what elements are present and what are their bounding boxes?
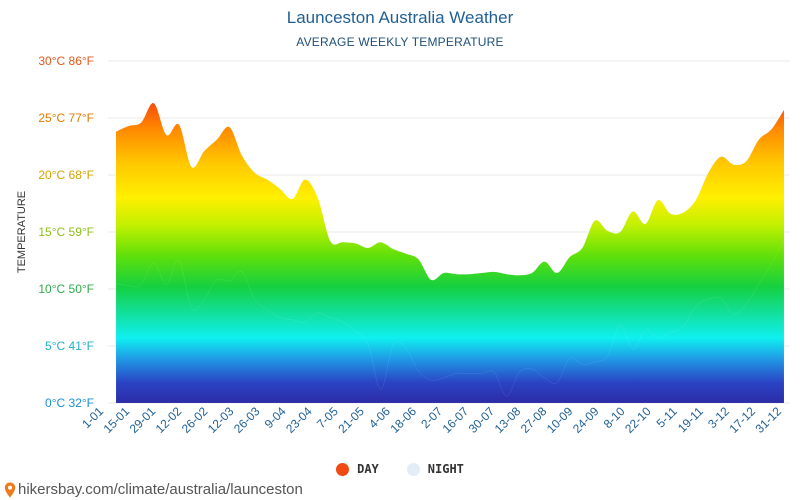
x-tick-label: 30-07 bbox=[466, 404, 498, 436]
y-tick-label: 10°C 50°F bbox=[38, 282, 94, 296]
x-tick-label: 26-02 bbox=[179, 404, 211, 436]
y-tick-label: 25°C 77°F bbox=[38, 111, 94, 125]
x-tick-label: 15-01 bbox=[101, 404, 133, 436]
chart-title: Launceston Australia Weather bbox=[286, 8, 514, 27]
source-text[interactable]: hikersbay.com/climate/australia/launcest… bbox=[18, 481, 303, 498]
legend-label-night: NIGHT bbox=[427, 462, 464, 476]
x-tick-label: 22-10 bbox=[622, 404, 654, 436]
x-tick-label: 31-12 bbox=[753, 404, 785, 436]
y-axis-label: TEMPERATURE bbox=[16, 191, 28, 273]
source-link[interactable]: hikersbay.com/climate/australia/launcest… bbox=[4, 481, 303, 498]
x-tick-label: 21-05 bbox=[335, 404, 367, 436]
plot-area bbox=[115, 103, 785, 404]
legend-item-day[interactable]: DAY bbox=[336, 462, 379, 476]
map-pin-icon bbox=[4, 482, 16, 497]
legend-item-night[interactable]: NIGHT bbox=[406, 462, 464, 476]
weather-chart: 0°C 32°F 5°C 41°F 10°C 50°F 15°C 59°F 20°C 6… bbox=[16, 54, 790, 436]
x-tick-label: 29-01 bbox=[127, 404, 159, 436]
x-tick-label: 19-11 bbox=[675, 404, 706, 435]
chart-subtitle: AVERAGE WEEKLY TEMPERATURE bbox=[296, 35, 504, 49]
night-series-area bbox=[115, 240, 785, 404]
x-tick-label: 27-08 bbox=[518, 404, 550, 436]
x-tick-label: 26-03 bbox=[231, 404, 263, 436]
y-tick-label: 5°C 41°F bbox=[45, 339, 94, 353]
x-tick-label: 18-06 bbox=[387, 404, 419, 436]
x-tick-label: 13-08 bbox=[492, 404, 524, 436]
x-tick-label: 12-03 bbox=[205, 404, 237, 436]
x-tick-label: 10-09 bbox=[544, 404, 576, 436]
x-tick-label: 12-02 bbox=[153, 404, 185, 436]
y-axis-ticks: 0°C 32°F 5°C 41°F 10°C 50°F 15°C 59°F 20°C 6… bbox=[38, 54, 94, 410]
y-tick-label: 0°C 32°F bbox=[45, 396, 94, 410]
x-tick-label: 16-07 bbox=[440, 404, 472, 436]
y-tick-label: 30°C 86°F bbox=[38, 54, 94, 68]
night-dot-icon bbox=[406, 462, 420, 476]
x-tick-label: 23-04 bbox=[283, 404, 315, 436]
x-tick-label: 24-09 bbox=[570, 404, 602, 436]
x-tick-label: 17-12 bbox=[726, 404, 758, 436]
y-tick-label: 20°C 68°F bbox=[38, 168, 94, 182]
day-dot-icon bbox=[336, 462, 350, 476]
legend: DAY NIGHT bbox=[0, 462, 800, 476]
y-tick-label: 15°C 59°F bbox=[38, 225, 94, 239]
legend-label-day: DAY bbox=[357, 462, 379, 476]
